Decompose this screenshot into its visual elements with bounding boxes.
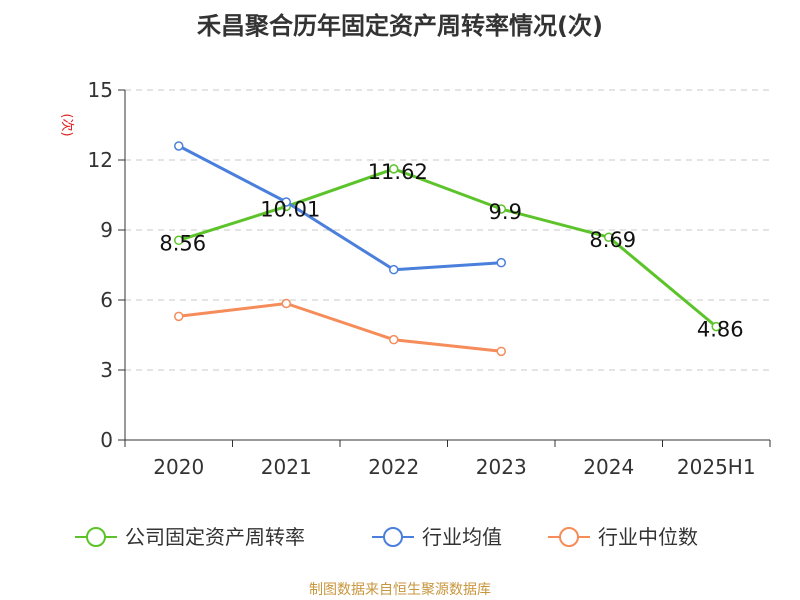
y-tick-label: 6	[100, 288, 113, 312]
legend-label: 行业均值	[422, 525, 502, 549]
data-point	[389, 164, 399, 174]
y-tick-label: 12	[88, 148, 113, 172]
data-point	[604, 232, 614, 242]
axes: 0 3 6 9 12 15 2020 2021 2022 2023 2024 2025H1	[88, 78, 771, 479]
data-point	[281, 197, 291, 207]
data-labels: 8.56 10.01 11.62 9.9 8.69 4.86	[159, 160, 743, 342]
grid-lines	[125, 89, 770, 371]
x-tick-label: 2021	[261, 455, 312, 479]
data-point	[281, 298, 291, 309]
y-tick-label: 3	[100, 358, 113, 382]
legend-marker	[86, 527, 106, 547]
y-tick-label: 9	[100, 218, 113, 242]
y-axis-unit: (次)	[59, 113, 75, 136]
legend-label: 公司固定资产周转率	[125, 525, 305, 549]
series-line	[177, 144, 503, 272]
legend: 公司固定资产周转率 行业均值 行业中位数	[75, 525, 698, 549]
x-tick-label: 2025H1	[677, 455, 756, 479]
data-point	[389, 264, 399, 275]
x-tick-label: 2023	[476, 455, 527, 479]
x-tick-label: 2020	[153, 455, 204, 479]
y-tick-label: 15	[88, 78, 113, 102]
data-point	[174, 235, 184, 246]
data-label: 8.56	[159, 231, 206, 255]
data-label: 4.86	[697, 318, 744, 342]
data-point	[174, 311, 184, 322]
data-point	[496, 257, 506, 268]
data-point	[174, 141, 184, 151]
data-label: 8.69	[589, 228, 636, 252]
series-line	[177, 167, 718, 329]
data-point	[389, 334, 399, 345]
data-point	[496, 346, 506, 357]
series-layer	[174, 141, 721, 357]
legend-label: 行业中位数	[598, 525, 698, 549]
y-tick-label: 0	[100, 428, 113, 452]
x-tick-label: 2022	[368, 455, 419, 479]
legend-marker	[559, 527, 579, 547]
x-tick-label: 2024	[583, 455, 634, 479]
data-label: 10.01	[260, 197, 320, 221]
source-note: 制图数据来自恒生聚源数据库	[309, 582, 491, 598]
data-label: 11.62	[368, 160, 428, 184]
series-line	[177, 302, 503, 353]
legend-marker	[383, 527, 403, 547]
data-label: 9.9	[489, 200, 522, 224]
data-point	[711, 321, 721, 332]
chart-title: 禾昌聚合历年固定资产周转率情况(次)	[197, 12, 603, 40]
data-point	[496, 204, 506, 214]
